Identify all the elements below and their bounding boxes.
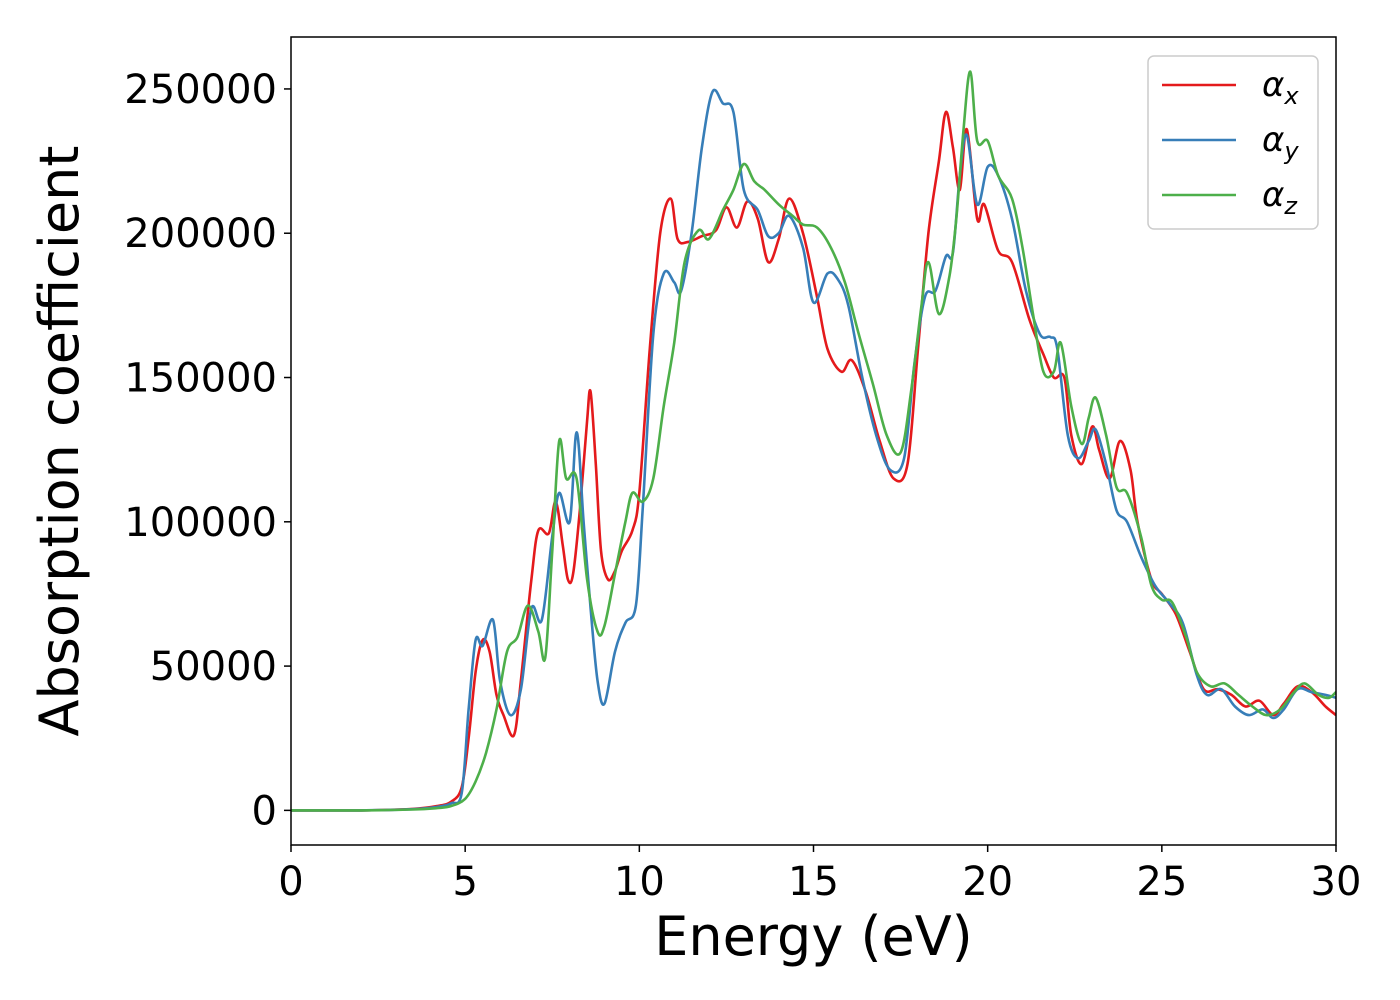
- legend-label-x: αx: [1262, 65, 1299, 110]
- y-tick-label: 150000: [124, 356, 277, 402]
- series-line-x: [291, 110, 1336, 812]
- x-tick-label: 5: [452, 859, 477, 905]
- series-line-y: [291, 88, 1336, 812]
- legend: αx αy αz: [1147, 55, 1319, 230]
- legend-label-y: αy: [1262, 120, 1299, 165]
- x-tick-label: 0: [278, 859, 303, 905]
- y-axis-ticks: 0 50000 100000 150000 200000 250000: [124, 67, 291, 834]
- x-axis-ticks: 0 5 10 15 20 25 30: [278, 845, 1361, 905]
- y-tick-label: 50000: [150, 644, 277, 690]
- y-tick-label: 100000: [124, 500, 277, 546]
- x-tick-label: 20: [962, 859, 1013, 905]
- x-tick-label: 30: [1311, 859, 1362, 905]
- y-tick-label: 250000: [124, 67, 277, 113]
- y-tick-label: 200000: [124, 211, 277, 257]
- series-line-z: [291, 70, 1336, 812]
- y-tick-label: 0: [252, 788, 277, 834]
- y-axis-title: Absorption coefficient: [28, 146, 91, 737]
- series-layer: [291, 70, 1336, 812]
- legend-box: [1147, 55, 1319, 230]
- x-axis-title: Energy (eV): [654, 905, 973, 968]
- x-tick-label: 15: [788, 859, 839, 905]
- x-tick-label: 10: [614, 859, 665, 905]
- x-tick-label: 25: [1136, 859, 1187, 905]
- legend-label-z: αz: [1262, 175, 1298, 220]
